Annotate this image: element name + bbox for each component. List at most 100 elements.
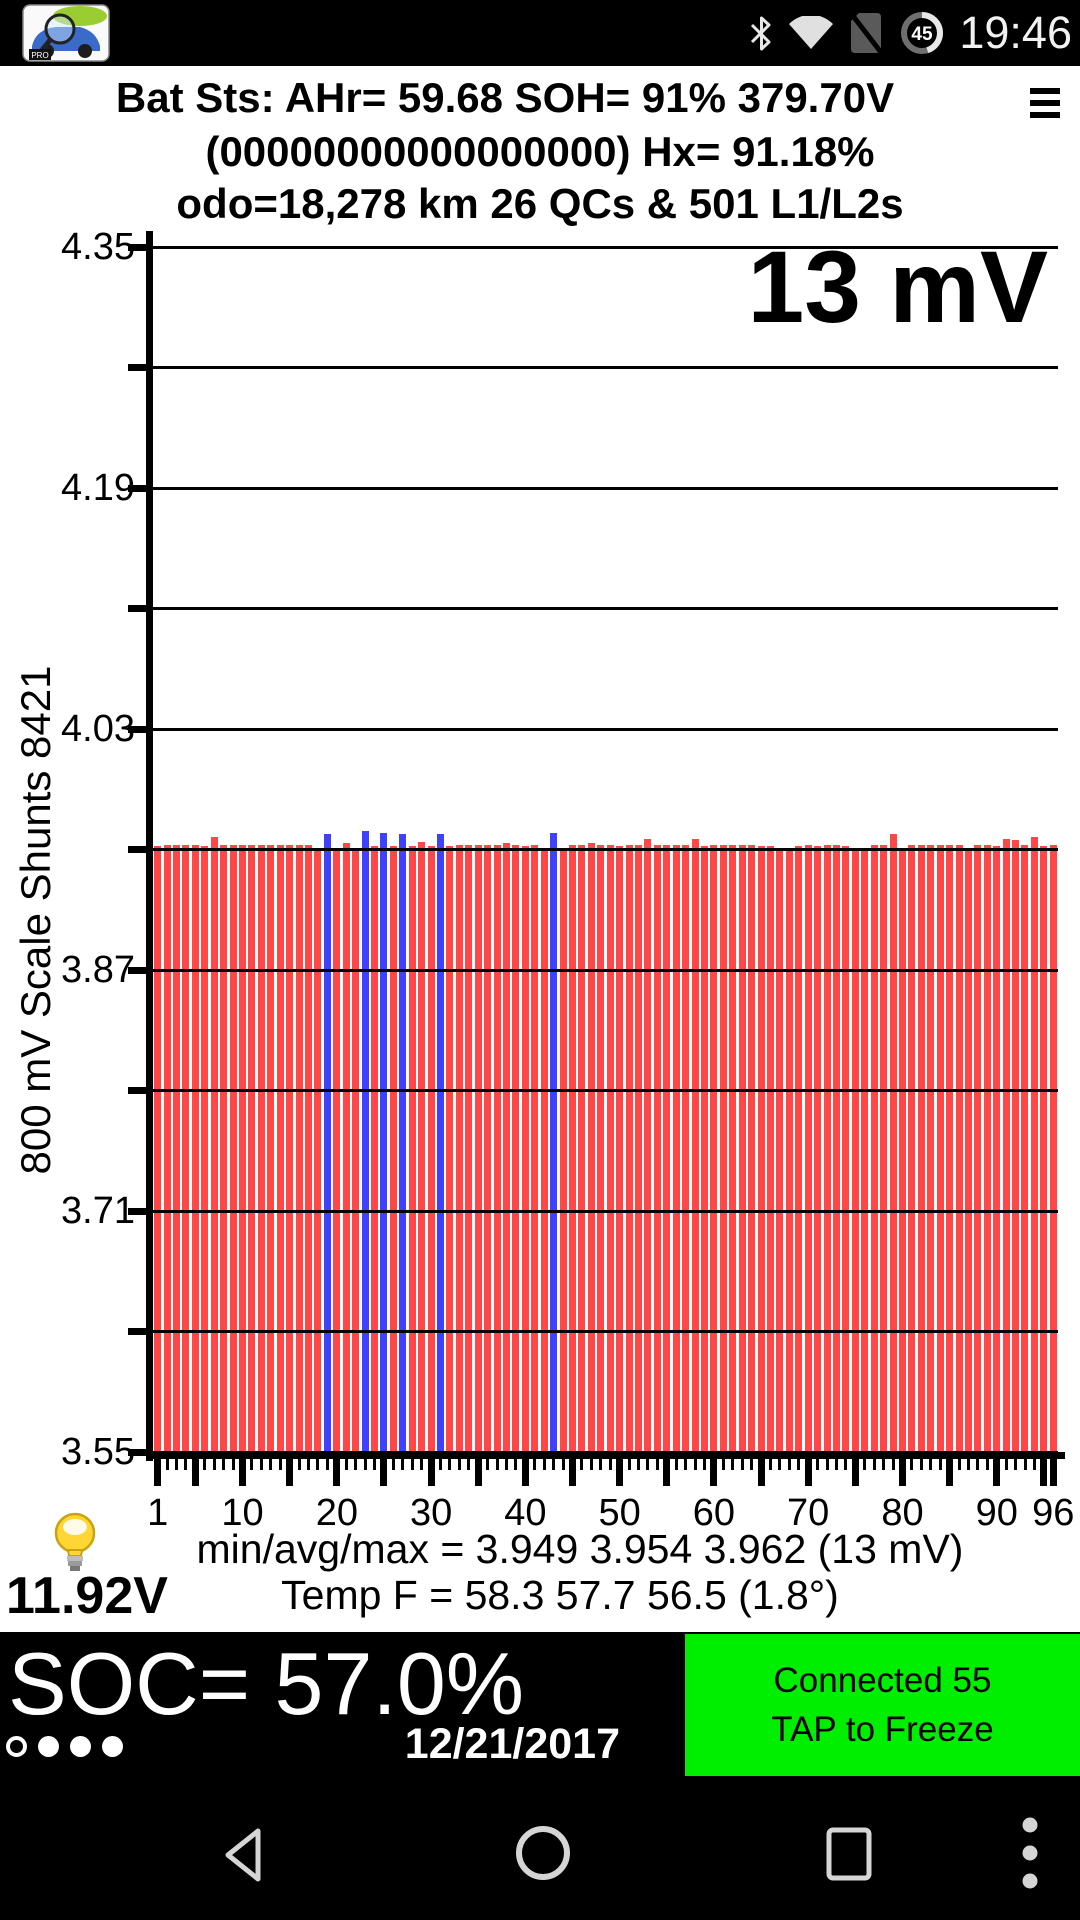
- x-tick: [269, 1459, 273, 1470]
- x-tick: [787, 1459, 791, 1470]
- x-tick: [674, 1459, 678, 1470]
- y-axis-label: 3.87: [61, 949, 135, 991]
- x-axis-label: 30: [409, 1492, 453, 1534]
- x-tick: [373, 1459, 377, 1470]
- bar-cell-13: [267, 844, 275, 1452]
- x-tick: [474, 1459, 482, 1486]
- bar-cell-30: [427, 846, 435, 1452]
- bar-cell-41: [531, 844, 539, 1452]
- x-tick: [307, 1459, 311, 1470]
- temperature-text: Temp F = 58.3 57.7 56.5 (1.8°): [281, 1572, 839, 1618]
- x-tick: [1014, 1459, 1018, 1470]
- x-axis-label: 10: [221, 1492, 264, 1534]
- bar-cell-29: [418, 841, 426, 1452]
- gridline: [153, 968, 1058, 972]
- bar-cell-42: [540, 847, 548, 1452]
- header: Bat Sts: AHr= 59.68 SOH= 91% 379.70V (00…: [0, 66, 1080, 232]
- gridline: [153, 366, 1058, 369]
- bar-cell-53: [644, 838, 652, 1452]
- cell-voltage-chart[interactable]: 13 mV 4.35 4.19 4.03 3.87 3.71 3.55 1 10 20 30 40 5…: [61, 226, 1074, 1534]
- x-tick: [966, 1459, 970, 1470]
- hamburger-menu-icon[interactable]: [1030, 88, 1064, 118]
- no-sim-icon: [848, 10, 886, 56]
- shunt-bar-cell-27: [399, 834, 407, 1452]
- x-tick: [693, 1459, 697, 1470]
- x-tick: [702, 1459, 706, 1470]
- x-tick: [495, 1459, 499, 1470]
- x-tick: [569, 1459, 576, 1486]
- x-tick: [919, 1459, 923, 1470]
- odometer-line: odo=18,278 km 26 QCs & 501 L1/L2s: [176, 180, 904, 227]
- bar-cell-83: [927, 844, 935, 1452]
- x-tick: [891, 1459, 895, 1470]
- x-tick: [710, 1459, 718, 1486]
- bar-cell-74: [842, 846, 850, 1452]
- x-tick: [259, 1459, 263, 1470]
- bar-cell-48: [597, 844, 605, 1452]
- y-tick: [128, 725, 147, 733]
- bar-cell-26: [389, 846, 397, 1452]
- x-axis-label: 90: [975, 1492, 1018, 1534]
- bar-cell-15: [286, 844, 294, 1452]
- bar-cell-50: [616, 846, 624, 1452]
- bulb-icon[interactable]: [48, 1510, 102, 1576]
- bar-cell-79: [889, 834, 897, 1452]
- x-tick: [910, 1459, 914, 1470]
- bar-cell-81: [908, 844, 916, 1452]
- x-tick: [946, 1459, 954, 1486]
- x-tick: [222, 1459, 226, 1470]
- x-tick: [316, 1459, 320, 1470]
- x-tick: [1040, 1459, 1048, 1486]
- page-indicator[interactable]: [6, 1736, 123, 1757]
- bar-cell-67: [776, 849, 784, 1452]
- bar-cell-36: [484, 844, 492, 1452]
- x-tick: [154, 1459, 162, 1486]
- y-tick: [128, 1448, 147, 1456]
- bar-cell-37: [493, 844, 501, 1452]
- bar-cell-66: [766, 846, 774, 1452]
- page-dot: [38, 1736, 59, 1757]
- x-tick: [457, 1459, 461, 1470]
- home-icon[interactable]: [513, 1823, 573, 1883]
- bar-cell-54: [653, 844, 661, 1452]
- x-tick: [165, 1459, 169, 1470]
- x-tick: [486, 1459, 490, 1470]
- x-tick: [1032, 1459, 1036, 1470]
- bar-cell-22: [352, 847, 360, 1452]
- shunt-bar-cell-31: [437, 834, 444, 1452]
- overflow-menu-icon[interactable]: [1020, 1813, 1040, 1893]
- bar-cell-78: [880, 844, 888, 1452]
- x-tick: [863, 1459, 867, 1470]
- x-tick: [505, 1459, 509, 1470]
- bar-cell-38: [503, 843, 510, 1452]
- bar-cell-5: [191, 844, 199, 1452]
- x-tick: [552, 1459, 556, 1470]
- x-axis-label: 40: [504, 1492, 547, 1534]
- connection-status-text: Connected 55: [773, 1661, 992, 1700]
- bar-cell-34: [465, 844, 473, 1452]
- y-tick: [128, 846, 147, 853]
- x-tick: [344, 1459, 348, 1470]
- connect-freeze-button[interactable]: Connected 55 TAP to Freeze: [685, 1634, 1080, 1776]
- battery-circle-icon: 45: [901, 12, 944, 54]
- x-axis: [146, 1452, 1065, 1459]
- y-tick: [128, 484, 147, 492]
- x-tick: [768, 1459, 772, 1470]
- bar-cell-61: [719, 844, 727, 1452]
- bar-cell-20: [333, 847, 341, 1452]
- y-axis-label: 3.71: [61, 1190, 135, 1232]
- footer-bar: SOC= 57.0% 12/21/2017 Connected 55 TAP t…: [0, 1632, 1080, 1920]
- battery-status-title: Bat Sts: AHr= 59.68 SOH= 91% 379.70V: [115, 74, 895, 121]
- x-axis-label: 1: [147, 1492, 169, 1534]
- bar-cell-89: [983, 844, 991, 1452]
- leafspy-app-icon: PRO: [22, 4, 110, 62]
- gridline: [153, 245, 1058, 249]
- x-tick: [175, 1459, 179, 1470]
- bar-cell-44: [559, 847, 567, 1452]
- x-tick: [363, 1459, 367, 1470]
- recents-icon[interactable]: [824, 1826, 874, 1882]
- back-icon[interactable]: [220, 1827, 268, 1883]
- bar-cell-65: [757, 846, 765, 1452]
- bar-cell-3: [173, 844, 181, 1452]
